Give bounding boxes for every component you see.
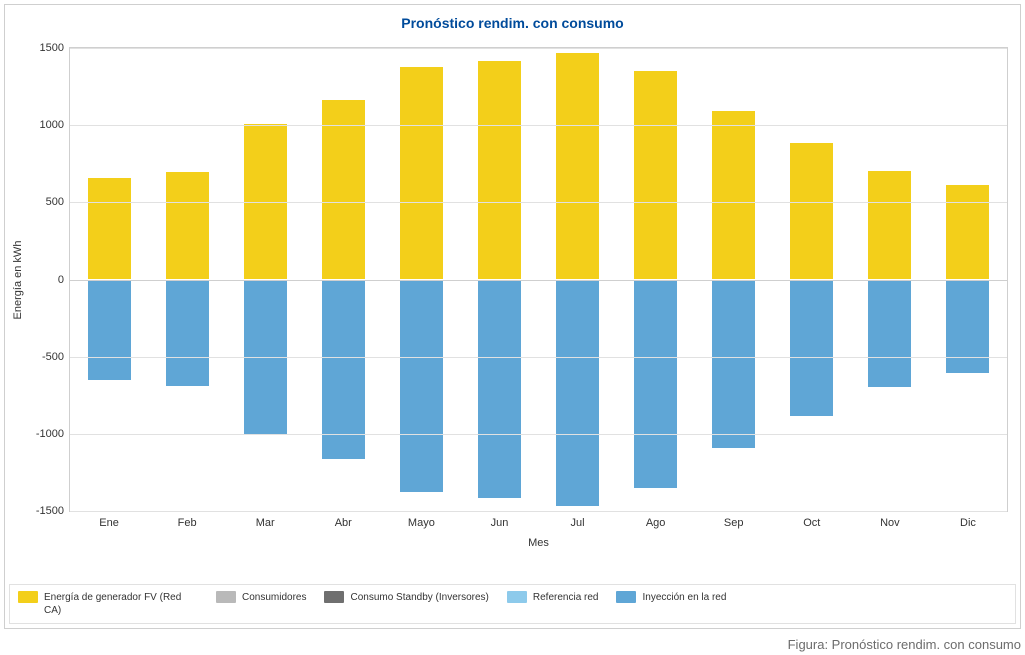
legend-label: Energía de generador FV (Red CA) xyxy=(44,591,198,617)
bar-iny xyxy=(634,280,677,488)
y-tick-label: 0 xyxy=(58,274,70,286)
plot-area: Energía en kWh Mes -1500-1000-5000500100… xyxy=(69,47,1008,512)
bar-fv xyxy=(322,100,365,279)
gridline xyxy=(70,125,1007,126)
legend-swatch xyxy=(507,591,527,603)
y-tick-label: 1000 xyxy=(40,119,70,131)
bar-fv xyxy=(400,67,443,280)
legend-label: Consumo Standby (Inversores) xyxy=(350,591,488,604)
x-tick-label: Mayo xyxy=(408,511,435,529)
y-tick-label: -1500 xyxy=(36,505,70,517)
bar-iny xyxy=(946,280,989,373)
legend-swatch xyxy=(616,591,636,603)
legend-swatch xyxy=(324,591,344,603)
y-tick-label: -500 xyxy=(42,351,70,363)
bar-fv xyxy=(478,61,521,279)
legend-label: Consumidores xyxy=(242,591,306,604)
legend-item: Energía de generador FV (Red CA) xyxy=(18,591,198,617)
x-tick-label: Ene xyxy=(99,511,119,529)
gridline xyxy=(70,202,1007,203)
y-tick-label: 500 xyxy=(46,196,70,208)
chart-title: Pronóstico rendim. con consumo xyxy=(5,15,1020,31)
legend-item: Consumidores xyxy=(216,591,306,604)
x-tick-label: Abr xyxy=(335,511,352,529)
gridline xyxy=(70,434,1007,435)
legend-item: Referencia red xyxy=(507,591,599,604)
legend-item: Consumo Standby (Inversores) xyxy=(324,591,488,604)
bar-fv xyxy=(166,172,209,279)
bar-fv xyxy=(712,111,755,279)
x-tick-label: Ago xyxy=(646,511,666,529)
bar-iny xyxy=(478,280,521,498)
y-axis-label: Energía en kWh xyxy=(12,240,24,319)
legend-label: Referencia red xyxy=(533,591,599,604)
bar-fv xyxy=(88,178,131,280)
bar-fv xyxy=(634,71,677,279)
y-tick-label: 1500 xyxy=(40,42,70,54)
bar-iny xyxy=(400,280,443,493)
gridline xyxy=(70,48,1007,49)
gridline xyxy=(70,511,1007,512)
y-tick-label: -1000 xyxy=(36,428,70,440)
x-tick-label: Jun xyxy=(491,511,509,529)
x-tick-label: Mar xyxy=(256,511,275,529)
x-axis-label: Mes xyxy=(528,511,549,549)
bar-iny xyxy=(88,280,131,380)
bar-iny xyxy=(556,280,599,507)
legend-swatch xyxy=(18,591,38,603)
zero-line xyxy=(70,280,1007,281)
x-tick-label: Feb xyxy=(178,511,197,529)
bar-fv xyxy=(868,171,911,279)
x-tick-label: Oct xyxy=(803,511,820,529)
legend-item: Inyección en la red xyxy=(616,591,726,604)
legend-label: Inyección en la red xyxy=(642,591,726,604)
bar-fv xyxy=(556,53,599,280)
bar-iny xyxy=(790,280,833,417)
x-tick-label: Nov xyxy=(880,511,900,529)
bar-fv xyxy=(946,185,989,279)
bar-fv xyxy=(790,143,833,280)
x-tick-label: Dic xyxy=(960,511,976,529)
x-tick-label: Sep xyxy=(724,511,744,529)
bar-iny xyxy=(322,280,365,459)
legend: Energía de generador FV (Red CA) Consumid… xyxy=(9,584,1016,624)
figure-caption: Figura: Pronóstico rendim. con consumo xyxy=(788,637,1021,652)
bar-iny xyxy=(868,280,911,387)
bar-iny xyxy=(166,280,209,386)
legend-swatch xyxy=(216,591,236,603)
bar-iny xyxy=(712,280,755,448)
x-tick-label: Jul xyxy=(571,511,585,529)
gridline xyxy=(70,357,1007,358)
